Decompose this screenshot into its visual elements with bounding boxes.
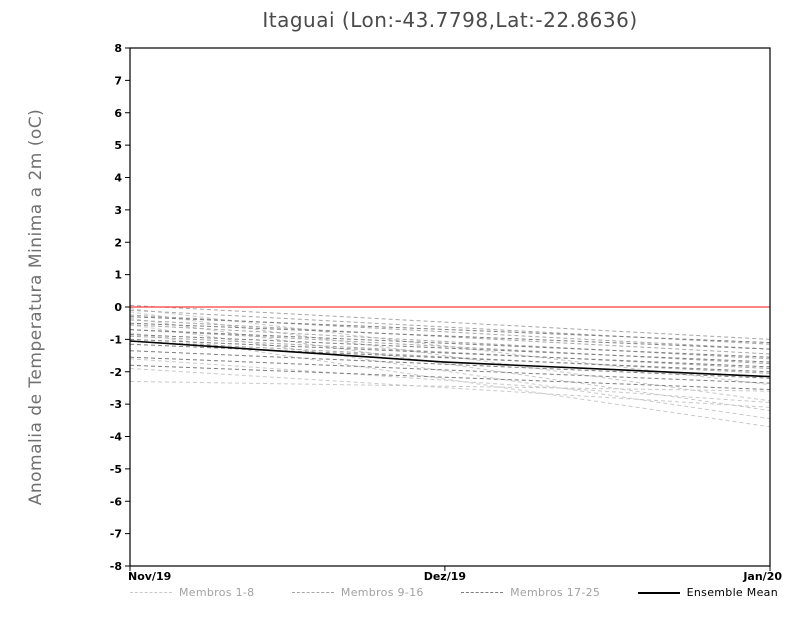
member-line [129,334,771,363]
y-tick-label: -5 [110,463,122,476]
member-line [129,322,771,350]
y-tick-label: 5 [114,139,122,152]
legend: Membros 1-8 Membros 9-16 Membros 17-25 Ense… [130,586,778,599]
member-line [129,319,771,355]
y-tick-label: 3 [114,204,122,217]
member-line [129,309,771,345]
legend-label: Ensemble Mean [686,586,778,599]
y-tick-label: -4 [110,431,123,444]
x-tick-label: Dez/19 [424,570,466,583]
y-tick-label: 1 [114,269,122,282]
legend-line-sample [637,591,680,594]
member-line [129,304,771,340]
member-line [129,329,771,365]
member-line [129,335,771,370]
member-line [129,350,771,379]
y-tick-label: -6 [110,495,123,508]
y-tick-label: 6 [114,107,122,120]
legend-label: Membros 17-25 [510,586,601,599]
y-tick-label: 4 [114,172,122,185]
member-line [129,358,771,404]
member-line [129,364,771,391]
member-line [129,311,771,402]
y-tick-label: 8 [114,42,122,55]
legend-item: Ensemble Mean [637,586,778,599]
y-tick-label: 7 [114,74,122,87]
member-line [129,324,771,420]
y-tick-label: 2 [114,236,122,249]
x-tick-label: Jan/20 [742,570,782,583]
y-tick-label: -1 [110,333,122,346]
member-line [129,380,771,392]
member-line [129,340,771,374]
legend-item: Membros 1-8 [130,586,254,599]
legend-label: Membros 1-8 [179,586,255,599]
member-line [129,317,771,412]
member-line [129,324,771,360]
legend-line-sample [291,592,334,593]
legend-line-sample [130,592,172,593]
member-line [129,314,771,350]
y-tick-label: -8 [110,560,122,573]
member-line [129,329,771,358]
legend-item: Membros 17-25 [461,586,600,599]
member-line [129,338,771,368]
plot-border [129,47,771,567]
chart-title: Itaguai (Lon:-43.7798,Lat:-22.8636) [262,8,638,32]
member-line [129,343,771,373]
member-line [129,356,771,384]
legend-item: Membros 9-16 [291,586,424,599]
legend-label: Membros 9-16 [340,586,424,599]
y-tick-label: -2 [110,366,122,379]
member-line [129,368,771,408]
legend-line-sample [461,592,504,593]
y-tick-label: -7 [110,528,122,541]
y-tick-label: 0 [114,301,122,314]
member-line [129,316,771,344]
x-tick-label: Nov/19 [128,570,171,583]
y-tick-label: -3 [110,398,122,411]
ensemble-mean-line [129,340,771,378]
